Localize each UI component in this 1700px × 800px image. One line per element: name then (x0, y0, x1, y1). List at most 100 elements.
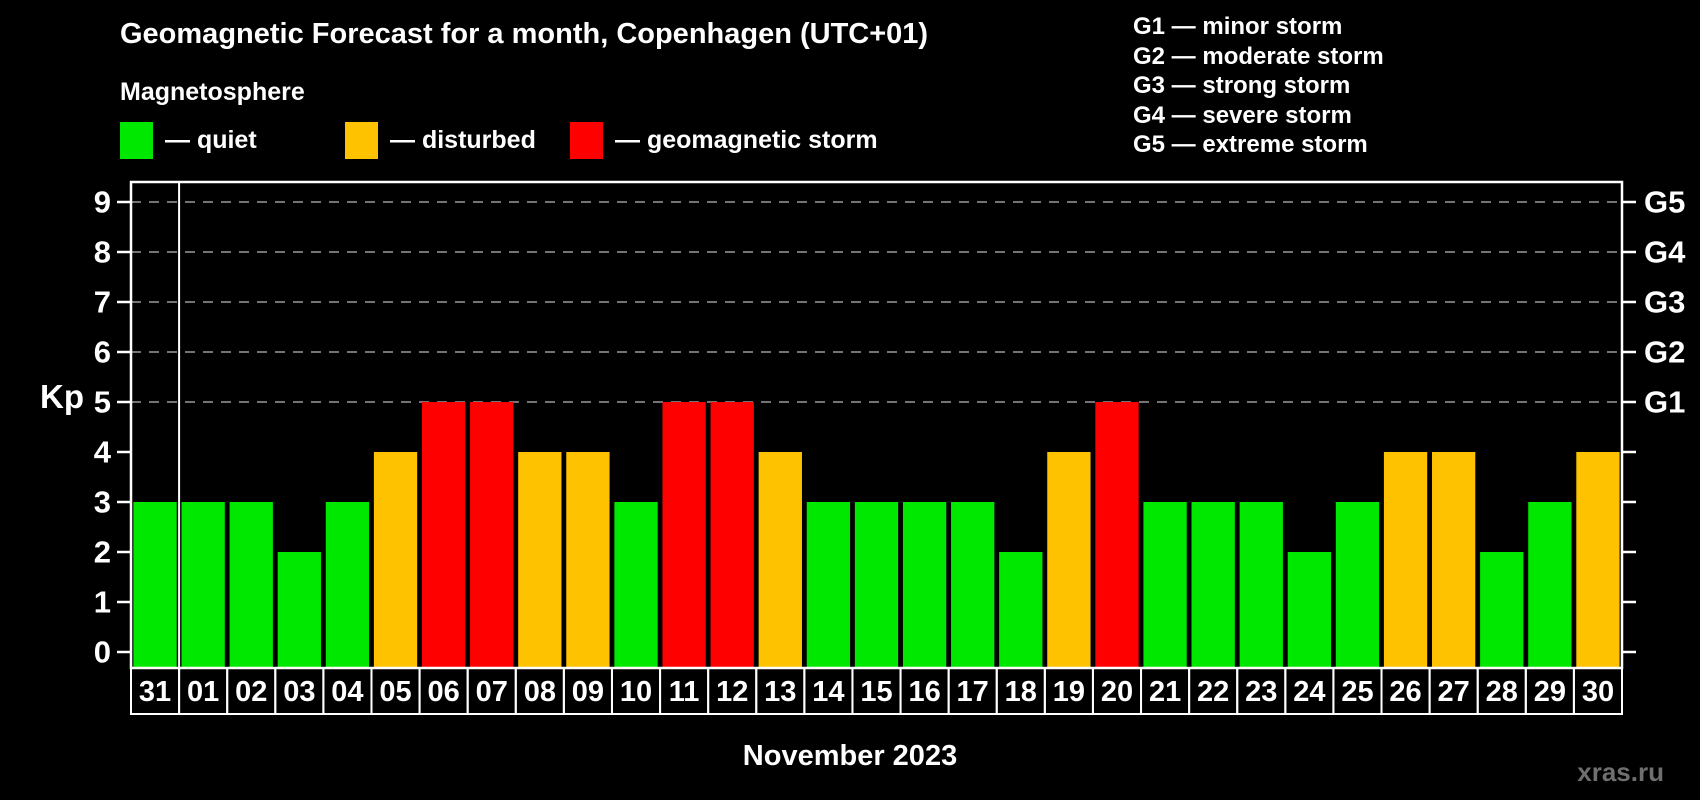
day-label-19: 19 (1053, 676, 1085, 708)
day-label-02: 02 (235, 676, 267, 708)
y-tick-label-9: 9 (94, 185, 111, 220)
bar-day-05 (373, 452, 418, 668)
bar-day-26 (1383, 452, 1428, 668)
bar-day-22 (1191, 502, 1235, 668)
bar-day-16 (902, 502, 947, 668)
day-label-01: 01 (187, 676, 219, 708)
g-scale-line-g2: G2 — moderate storm (1133, 42, 1384, 70)
bar-day-13 (758, 452, 802, 668)
day-label-03: 03 (283, 676, 315, 708)
day-label-21: 21 (1149, 676, 1181, 708)
g-scale-tick-label-G1: G1 (1644, 385, 1685, 420)
bar-day-02 (229, 502, 273, 668)
day-label-10: 10 (620, 676, 652, 708)
bar-day-17 (951, 502, 995, 668)
day-label-07: 07 (476, 676, 508, 708)
bar-day-18 (999, 552, 1043, 668)
legend-label-disturbed: — disturbed (390, 126, 536, 154)
day-label-14: 14 (812, 676, 844, 708)
bar-day-01 (181, 502, 225, 668)
bar-day-19 (1047, 452, 1091, 668)
day-label-12: 12 (716, 676, 748, 708)
y-tick-label-3: 3 (94, 485, 111, 520)
bar-day-04 (325, 502, 370, 668)
day-label-06: 06 (427, 676, 459, 708)
day-label-23: 23 (1245, 676, 1277, 708)
bar-day-11 (662, 402, 706, 668)
day-label-30: 30 (1582, 676, 1614, 708)
day-label-11: 11 (669, 676, 700, 708)
y-tick-label-7: 7 (94, 285, 111, 320)
day-label-17: 17 (957, 676, 989, 708)
day-label-box-30 (1572, 667, 1623, 715)
day-label-05: 05 (379, 676, 411, 708)
g-scale-tick-label-G2: G2 (1644, 335, 1685, 370)
day-label-28: 28 (1486, 676, 1518, 708)
g-scale-legend: G1 — minor storm G2 — moderate storm G3 … (1133, 12, 1384, 160)
g-scale-tick-label-G5: G5 (1644, 185, 1685, 220)
day-label-15: 15 (860, 676, 892, 708)
day-label-24: 24 (1293, 676, 1325, 708)
watermark-xras: xras.ru (1577, 757, 1664, 787)
y-tick-label-4: 4 (94, 435, 112, 470)
legend-item-disturbed: — disturbed (345, 122, 536, 159)
y-tick-label-6: 6 (94, 335, 111, 370)
x-axis-label-month: November 2023 (742, 740, 958, 772)
bar-day-14 (806, 502, 851, 668)
bar-day-21 (1143, 502, 1187, 668)
y-tick-label-5: 5 (94, 385, 111, 420)
bar-day-24 (1287, 552, 1332, 668)
day-label-08: 08 (524, 676, 556, 708)
bar-day-07 (470, 402, 514, 668)
bar-day-08 (518, 452, 562, 668)
legend-label-storm: — geomagnetic storm (615, 126, 878, 154)
bar-day-15 (854, 502, 899, 668)
bar-day-23 (1239, 502, 1283, 668)
bar-day-10 (614, 502, 658, 668)
g-scale-tick-label-G4: G4 (1644, 235, 1686, 270)
legend-item-storm: — geomagnetic storm (570, 122, 878, 159)
legend-label-quiet: — quiet (165, 126, 257, 154)
bar-day-06 (421, 402, 466, 668)
bar-day-28 (1480, 552, 1524, 668)
disturbed-color-swatch (345, 122, 378, 159)
magnetosphere-subtitle: Magnetosphere (120, 78, 305, 106)
bar-day-03 (277, 552, 321, 668)
y-tick-label-0: 0 (94, 635, 111, 670)
g-scale-line-g5: G5 — extreme storm (1133, 131, 1368, 158)
g-scale-line-g1: G1 — minor storm (1133, 13, 1343, 40)
bar-day-25 (1335, 502, 1380, 668)
g-scale-line-g3: G3 — strong storm (1133, 72, 1351, 99)
day-label-25: 25 (1341, 676, 1373, 708)
day-label-20: 20 (1101, 676, 1133, 708)
bar-day-09 (566, 452, 610, 668)
legend-item-quiet: — quiet (120, 122, 257, 159)
y-axis-right: G1 G2 G3 G4 G5 (1622, 185, 1686, 654)
bar-day-27 (1432, 452, 1476, 668)
bar-day-31 (133, 502, 177, 668)
day-label-13: 13 (764, 676, 796, 708)
gridlines (131, 201, 1622, 403)
bar-day-20 (1095, 402, 1139, 668)
bars (133, 402, 1620, 668)
day-label-27: 27 (1438, 676, 1470, 708)
day-label-16: 16 (908, 676, 940, 708)
day-label-04: 04 (331, 676, 363, 708)
bar-day-29 (1528, 502, 1572, 668)
day-label-31: 31 (139, 676, 171, 708)
day-label-09: 09 (572, 676, 604, 708)
day-label-22: 22 (1197, 676, 1229, 708)
y-tick-label-8: 8 (94, 235, 111, 270)
bar-day-30 (1576, 452, 1620, 668)
day-label-29: 29 (1534, 676, 1566, 708)
y-tick-label-2: 2 (94, 535, 111, 570)
x-axis-day-labels: 31 01 02 03 04 05 06 07 08 09 10 11 12 13 14 15 16 17 18 19… (130, 667, 1623, 715)
g-scale-tick-label-G3: G3 (1644, 285, 1685, 320)
day-label-26: 26 (1389, 676, 1421, 708)
quiet-color-swatch (120, 122, 153, 159)
y-axis-label-kp: Kp (40, 378, 84, 415)
storm-color-swatch (570, 122, 603, 159)
day-label-18: 18 (1005, 676, 1037, 708)
y-axis-left: 0 1 2 3 4 5 6 7 8 9 (94, 185, 131, 670)
